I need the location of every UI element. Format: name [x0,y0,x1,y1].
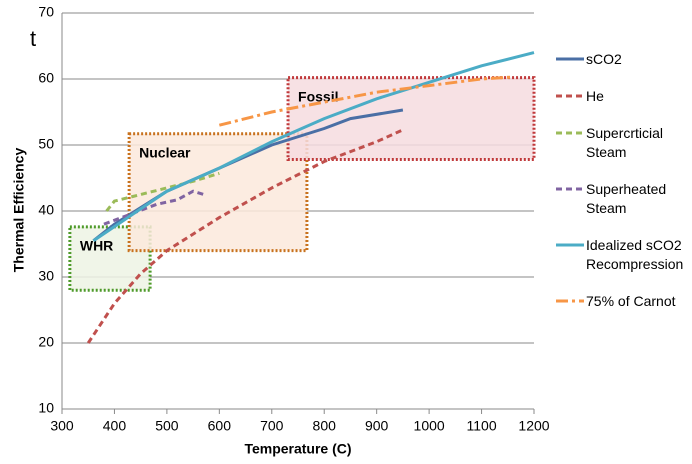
legend-entry: 75% of Carnot [556,292,692,311]
y-tick-label: 30 [38,268,54,284]
legend-label: sCO2 [586,51,622,67]
legend-swatch [556,299,584,303]
y-tick-label: 40 [38,202,54,218]
x-tick-label: 300 [50,418,74,434]
x-tick-label: 1200 [518,418,549,434]
series-line [86,128,404,344]
legend-swatch [556,57,584,61]
region [127,132,309,253]
legend-label: He [586,88,604,104]
legend-swatch [556,243,584,247]
region-label: Fossil [298,88,338,104]
y-axis-title: Thermal Efficiency [11,148,27,273]
x-tick-label: 800 [313,418,337,434]
y-tick-label: 50 [38,136,54,152]
y-tick-label: 10 [38,400,54,416]
series-line [103,189,205,226]
y-tick-label: 60 [38,70,54,86]
legend-label: Supercrticial Steam [586,125,664,160]
legend-entry: He [556,87,692,106]
series-line [92,51,535,242]
x-tick-label: 500 [155,418,179,434]
y-tick-label: 20 [38,334,54,350]
legend-swatch [556,94,584,98]
legend-label: Superheated Steam [586,181,667,216]
cropped-text: t [30,26,36,51]
region-label: WHR [80,238,113,254]
x-tick-label: 1100 [467,418,497,434]
x-tick-label: 600 [208,418,232,434]
y-tick-label: 70 [38,4,54,20]
x-axis-title: Temperature (C) [244,441,351,457]
legend-entry: sCO2 [556,50,692,69]
legend-entry: Idealized sCO2 Recompression [556,236,692,274]
legend-swatch [556,131,584,135]
series-line [218,75,514,127]
x-tick-label: 700 [260,418,284,434]
region-label: Nuclear [139,144,191,160]
legend-entry: Supercrticial Steam [556,124,692,162]
x-tick-label: 900 [365,418,389,434]
legend-swatch [556,187,584,191]
x-tick-label: 400 [103,418,127,434]
x-tick-label: 1000 [414,418,445,434]
region [286,76,536,162]
legend-entry: Superheated Steam [556,180,692,218]
legend: sCO2 He Supercrticial Steam Superheated Ste… [556,50,692,329]
series-line [105,171,220,212]
legend-label: Idealized sCO2 Recompression [586,237,684,272]
legend-label: 75% of Carnot [586,293,676,309]
